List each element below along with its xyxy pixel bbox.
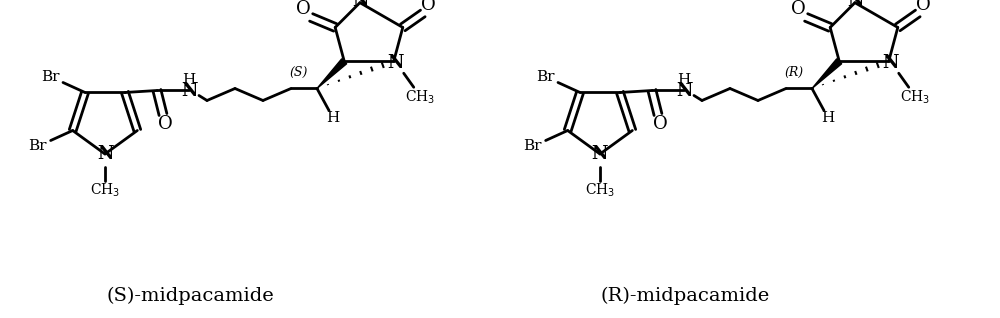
- Polygon shape: [317, 59, 347, 88]
- Text: CH$_3$: CH$_3$: [900, 88, 930, 106]
- Text: CH$_3$: CH$_3$: [405, 88, 435, 106]
- Text: H: H: [821, 112, 835, 126]
- Text: (R): (R): [784, 66, 804, 79]
- Text: N: N: [677, 82, 693, 100]
- Text: N: N: [387, 54, 404, 72]
- Text: H: H: [677, 73, 691, 87]
- Text: (R)-midpacamide: (R)-midpacamide: [600, 287, 770, 305]
- Text: Br: Br: [41, 71, 59, 85]
- Text: (S): (S): [290, 66, 308, 79]
- Text: H: H: [182, 73, 196, 87]
- Text: Br: Br: [28, 139, 47, 153]
- Polygon shape: [812, 59, 842, 88]
- Text: CH$_3$: CH$_3$: [585, 181, 615, 199]
- Text: Br: Br: [536, 71, 554, 85]
- Text: O: O: [158, 115, 172, 134]
- Text: N: N: [882, 54, 899, 72]
- Text: Br: Br: [523, 139, 542, 153]
- Text: O: O: [421, 0, 436, 14]
- Text: N: N: [848, 0, 864, 10]
- Text: O: O: [653, 115, 667, 134]
- Text: (S)-midpacamide: (S)-midpacamide: [106, 287, 274, 305]
- Text: N: N: [97, 145, 113, 163]
- Text: N: N: [592, 145, 608, 163]
- Text: CH$_3$: CH$_3$: [90, 181, 120, 199]
- Text: N: N: [353, 0, 369, 10]
- Text: N: N: [182, 82, 198, 100]
- Text: H: H: [326, 112, 340, 126]
- Text: O: O: [296, 0, 311, 18]
- Text: O: O: [916, 0, 931, 14]
- Text: O: O: [791, 0, 806, 18]
